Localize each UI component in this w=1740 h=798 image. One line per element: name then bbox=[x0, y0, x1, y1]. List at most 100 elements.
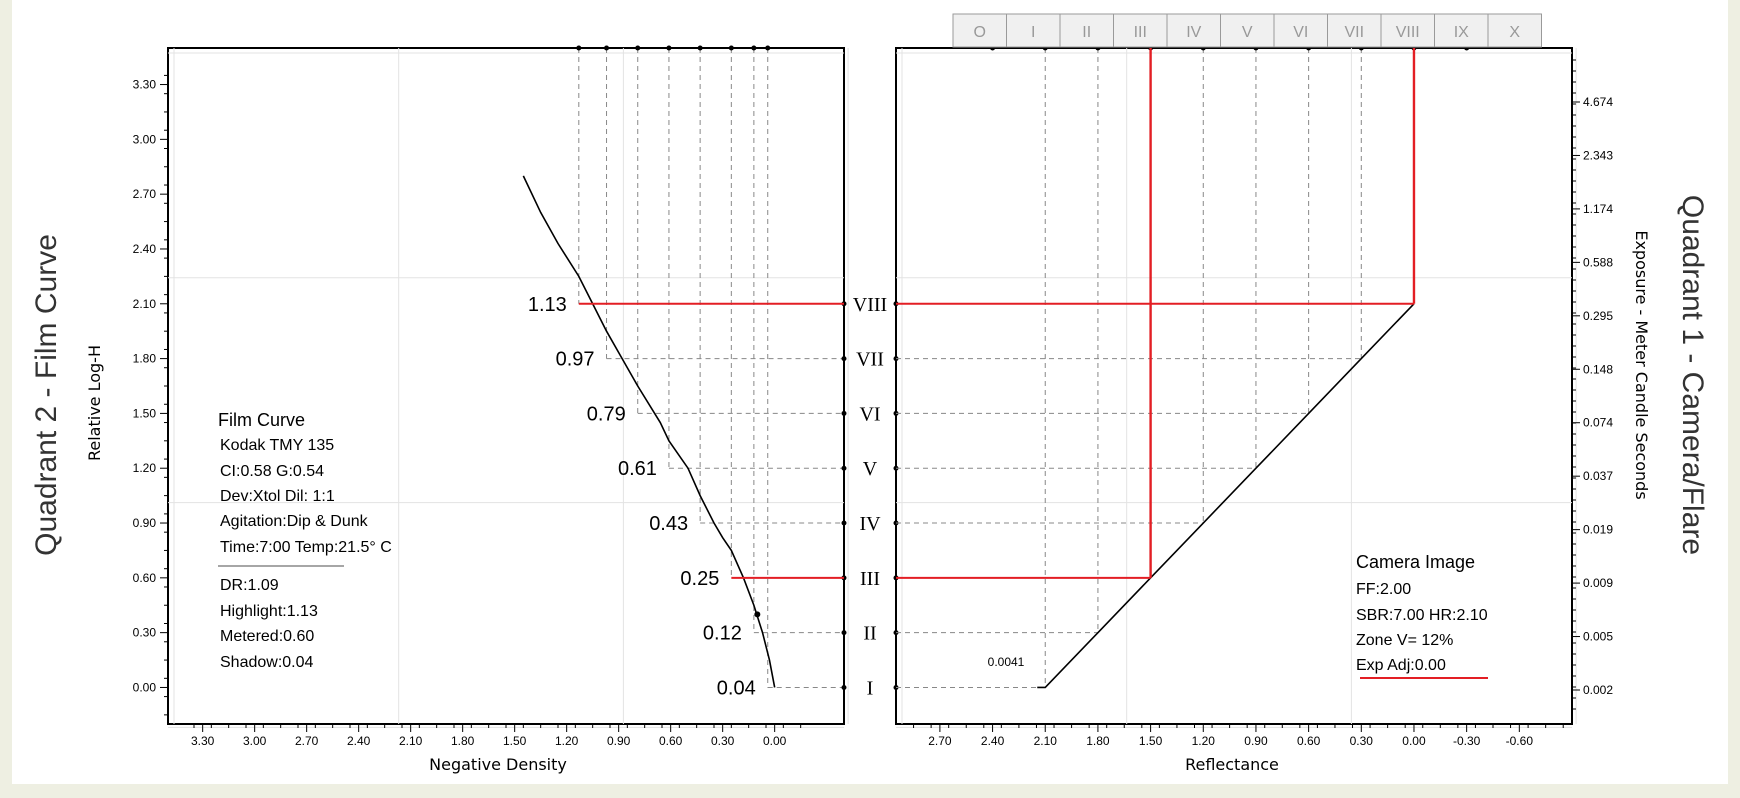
zone-label: VIII bbox=[853, 294, 887, 316]
quadrant1-plot-area bbox=[895, 47, 1573, 725]
film-info-title: Film Curve bbox=[218, 410, 305, 430]
highlight-layer bbox=[578, 48, 1416, 579]
zone-tab-label: I bbox=[1031, 24, 1035, 41]
zone-label: IV bbox=[859, 513, 881, 535]
q2-x-tick-label: 0.60 bbox=[659, 734, 683, 748]
q2-x-tick-label: 1.20 bbox=[555, 734, 579, 748]
q1-x-tick-label: 2.10 bbox=[1034, 734, 1058, 748]
tick-layer: 3.30 3.00 2.70 2.40 2.10 1.80 1.50 1.20 0.90 0.60… bbox=[133, 59, 1613, 748]
q1-y-tick-label: 0.002 bbox=[1583, 683, 1613, 697]
quadrant1-title: Quadrant 1 - Camera/Flare bbox=[1676, 195, 1709, 555]
min-exposure-label: 0.0041 bbox=[988, 655, 1025, 669]
q1-y-tick-label: 0.074 bbox=[1583, 416, 1613, 430]
quadrant2-title: Quadrant 2 - Film Curve bbox=[30, 234, 63, 556]
density-label: 1.13 bbox=[528, 294, 567, 316]
camera-curve-line bbox=[1037, 303, 1415, 689]
zone-tab bbox=[1166, 13, 1221, 48]
q1-y-tick-label: 0.005 bbox=[1583, 630, 1613, 644]
density-label: 0.97 bbox=[556, 349, 595, 371]
camera-info-title: Camera Image bbox=[1356, 552, 1475, 572]
q2-y-tick-label: 0.90 bbox=[133, 516, 157, 530]
zone-left-marker bbox=[841, 410, 847, 416]
film-info-dr: DR:1.09 bbox=[220, 577, 279, 594]
q1-x-tick-label: 1.20 bbox=[1192, 734, 1216, 748]
camera-info-ff: FF:2.00 bbox=[1356, 581, 1411, 598]
q2-x-tick-label: 0.90 bbox=[607, 734, 631, 748]
density-top-marker bbox=[765, 45, 771, 51]
q2-x-tick-label: 1.50 bbox=[503, 734, 527, 748]
q1-x-tick-label: 1.50 bbox=[1139, 734, 1163, 748]
q1-y-tick-label: 4.674 bbox=[1583, 95, 1613, 109]
zone-label: III bbox=[860, 568, 880, 590]
q2-y-tick-label: 0.00 bbox=[133, 680, 157, 694]
q2-x-tick-label: 3.00 bbox=[243, 734, 267, 748]
zone-tab bbox=[1273, 13, 1328, 48]
density-label: 0.61 bbox=[618, 458, 657, 480]
q2-x-tick-label: 1.80 bbox=[451, 734, 475, 748]
zone-tab-label: III bbox=[1134, 24, 1147, 41]
q1-y-tick-label: 2.343 bbox=[1583, 148, 1613, 162]
film-curve-point bbox=[754, 611, 761, 618]
q1-x-tick-label: 2.70 bbox=[928, 734, 952, 748]
q1-x-tick-label: 2.40 bbox=[981, 734, 1005, 748]
q1-x-tick-label: 0.90 bbox=[1244, 734, 1268, 748]
zone-label: VI bbox=[859, 403, 880, 425]
q1-y-tick-label: 0.148 bbox=[1583, 362, 1613, 376]
q2-y-tick-label: 1.80 bbox=[133, 352, 157, 366]
q2-x-tick-label: 0.30 bbox=[711, 734, 735, 748]
q2-x-tick-label: 3.30 bbox=[191, 734, 215, 748]
zone-left-marker bbox=[841, 630, 847, 636]
film-info-film: Kodak TMY 135 bbox=[220, 437, 334, 454]
camera-image-info: Camera Image FF:2.00 SBR:7.00 HR:2.10 Zo… bbox=[1356, 552, 1488, 679]
zone-tab-label: IV bbox=[1186, 24, 1201, 41]
q2-y-tick-label: 3.30 bbox=[133, 78, 157, 92]
q1-y-tick-label: 0.019 bbox=[1583, 523, 1613, 537]
zone-label: II bbox=[863, 623, 876, 645]
quadrant1-ylabel: Exposure - Meter Candle Seconds bbox=[1632, 230, 1651, 499]
density-top-marker bbox=[666, 45, 672, 51]
zone-label: VII bbox=[856, 349, 884, 371]
zone-left-marker bbox=[841, 684, 847, 690]
q2-y-tick-label: 1.50 bbox=[133, 406, 157, 420]
zone-left-marker bbox=[841, 465, 847, 471]
film-info-metered: Metered:0.60 bbox=[220, 628, 314, 645]
zone-tab bbox=[1006, 13, 1061, 48]
quadrant1-xlabel: Reflectance bbox=[1185, 755, 1279, 774]
q2-x-tick-label: 2.70 bbox=[295, 734, 319, 748]
zone-tab-strip: O I II III IV V VI VII VIII IX X bbox=[952, 13, 1542, 48]
q2-y-tick-label: 0.60 bbox=[133, 571, 157, 585]
zone-tab-label: O bbox=[974, 24, 986, 41]
zone-label: I bbox=[867, 677, 874, 699]
zone-left-marker bbox=[841, 520, 847, 526]
density-label: 0.43 bbox=[649, 513, 688, 535]
zone-tab-label: X bbox=[1509, 24, 1520, 41]
film-info-ci-g: CI:0.58 G:0.54 bbox=[220, 463, 324, 480]
q1-y-tick-label: 0.009 bbox=[1583, 576, 1613, 590]
q1-y-tick-label: 0.295 bbox=[1583, 309, 1613, 323]
q2-x-tick-label: 2.40 bbox=[347, 734, 371, 748]
zone-tab-label: II bbox=[1082, 24, 1091, 41]
q1-x-tick-label: 0.30 bbox=[1350, 734, 1374, 748]
q1-y-tick-label: 0.588 bbox=[1583, 255, 1613, 269]
zone-tab bbox=[952, 13, 1007, 48]
film-info-dev: Dev:Xtol Dil: 1:1 bbox=[220, 488, 335, 505]
density-label: 0.79 bbox=[587, 403, 626, 425]
zone-tab bbox=[1327, 13, 1382, 48]
q2-y-tick-label: 2.40 bbox=[133, 242, 157, 256]
q2-y-tick-label: 1.20 bbox=[133, 461, 157, 475]
zone-label: V bbox=[863, 458, 878, 480]
density-top-marker bbox=[635, 45, 641, 51]
q2-x-tick-label: 0.00 bbox=[763, 734, 787, 748]
quadrant2-ylabel: Relative Log-H bbox=[85, 345, 104, 461]
q1-x-tick-label: 0.60 bbox=[1297, 734, 1321, 748]
zone-tab-label: VI bbox=[1293, 24, 1308, 41]
density-top-marker bbox=[728, 45, 734, 51]
zone-tab bbox=[1059, 13, 1114, 48]
q1-y-tick-label: 0.037 bbox=[1583, 469, 1613, 483]
q1-x-tick-label: 0.00 bbox=[1402, 734, 1426, 748]
density-top-marker bbox=[697, 45, 703, 51]
zone-tab bbox=[1380, 13, 1435, 48]
zone-tab-label: IX bbox=[1454, 24, 1469, 41]
